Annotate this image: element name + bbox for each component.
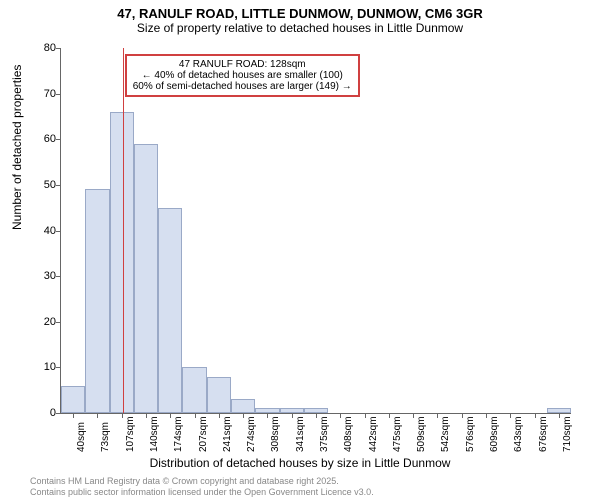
xtick-label: 341sqm <box>295 416 306 452</box>
ytick-mark <box>56 231 61 232</box>
xtick-label: 710sqm <box>562 416 573 452</box>
histogram-bar <box>85 189 109 413</box>
footer-line-2: Contains public sector information licen… <box>30 487 374 498</box>
xtick-label: 542sqm <box>440 416 451 452</box>
xtick-label: 308sqm <box>270 416 281 452</box>
xtick-label: 241sqm <box>222 416 233 452</box>
xtick-mark <box>97 413 98 418</box>
xtick-label: 676sqm <box>538 416 549 452</box>
xtick-label: 274sqm <box>246 416 257 452</box>
xtick-mark <box>243 413 244 418</box>
xtick-label: 609sqm <box>489 416 500 452</box>
ytick-label: 60 <box>26 133 56 145</box>
xtick-label: 207sqm <box>198 416 209 452</box>
ytick-label: 70 <box>26 88 56 100</box>
footer-line-1: Contains HM Land Registry data © Crown c… <box>30 476 374 487</box>
ytick-mark <box>56 94 61 95</box>
footer-attribution: Contains HM Land Registry data © Crown c… <box>30 476 374 498</box>
ytick-label: 10 <box>26 361 56 373</box>
ytick-mark <box>56 139 61 140</box>
ytick-label: 0 <box>26 407 56 419</box>
marker-line <box>123 48 124 413</box>
ytick-label: 50 <box>26 179 56 191</box>
xtick-label: 107sqm <box>125 416 136 452</box>
xtick-mark <box>365 413 366 418</box>
xtick-mark <box>122 413 123 418</box>
ytick-mark <box>56 367 61 368</box>
xtick-mark <box>559 413 560 418</box>
ytick-mark <box>56 185 61 186</box>
histogram-bar <box>182 367 206 413</box>
xtick-label: 40sqm <box>76 422 87 452</box>
ytick-mark <box>56 276 61 277</box>
ytick-label: 80 <box>26 42 56 54</box>
xtick-label: 509sqm <box>416 416 427 452</box>
histogram-bar <box>61 386 85 413</box>
xtick-label: 375sqm <box>319 416 330 452</box>
page-title: 47, RANULF ROAD, LITTLE DUNMOW, DUNMOW, … <box>0 0 600 21</box>
xtick-label: 408sqm <box>343 416 354 452</box>
ytick-label: 20 <box>26 316 56 328</box>
annotation-line-2: ← 40% of detached houses are smaller (10… <box>133 70 352 81</box>
xtick-mark <box>462 413 463 418</box>
xtick-mark <box>535 413 536 418</box>
xtick-mark <box>267 413 268 418</box>
xtick-label: 442sqm <box>368 416 379 452</box>
xtick-mark <box>73 413 74 418</box>
xtick-mark <box>316 413 317 418</box>
y-axis-label: Number of detached properties <box>10 65 24 230</box>
ytick-mark <box>56 48 61 49</box>
xtick-mark <box>340 413 341 418</box>
xtick-label: 174sqm <box>173 416 184 452</box>
annotation-box: 47 RANULF ROAD: 128sqm← 40% of detached … <box>125 54 360 97</box>
xtick-mark <box>389 413 390 418</box>
xtick-label: 475sqm <box>392 416 403 452</box>
xtick-label: 576sqm <box>465 416 476 452</box>
xtick-mark <box>437 413 438 418</box>
x-axis-label: Distribution of detached houses by size … <box>0 456 600 470</box>
xtick-mark <box>413 413 414 418</box>
histogram-bar <box>207 377 231 414</box>
xtick-label: 140sqm <box>149 416 160 452</box>
histogram-bar <box>158 208 182 413</box>
annotation-line-3: 60% of semi-detached houses are larger (… <box>133 81 352 92</box>
xtick-label: 643sqm <box>513 416 524 452</box>
xtick-mark <box>170 413 171 418</box>
xtick-mark <box>292 413 293 418</box>
ytick-label: 30 <box>26 270 56 282</box>
chart-area: 0102030405060708040sqm73sqm107sqm140sqm1… <box>60 48 571 414</box>
chart-container: 47, RANULF ROAD, LITTLE DUNMOW, DUNMOW, … <box>0 0 600 500</box>
ytick-label: 40 <box>26 225 56 237</box>
histogram-bar <box>110 112 134 413</box>
xtick-mark <box>146 413 147 418</box>
xtick-mark <box>510 413 511 418</box>
annotation-line-1: 47 RANULF ROAD: 128sqm <box>133 59 352 70</box>
xtick-label: 73sqm <box>100 422 111 452</box>
xtick-mark <box>195 413 196 418</box>
ytick-mark <box>56 322 61 323</box>
histogram-bar <box>134 144 158 413</box>
page-subtitle: Size of property relative to detached ho… <box>0 21 600 39</box>
histogram-bar <box>231 399 255 413</box>
ytick-mark <box>56 413 61 414</box>
xtick-mark <box>219 413 220 418</box>
xtick-mark <box>486 413 487 418</box>
